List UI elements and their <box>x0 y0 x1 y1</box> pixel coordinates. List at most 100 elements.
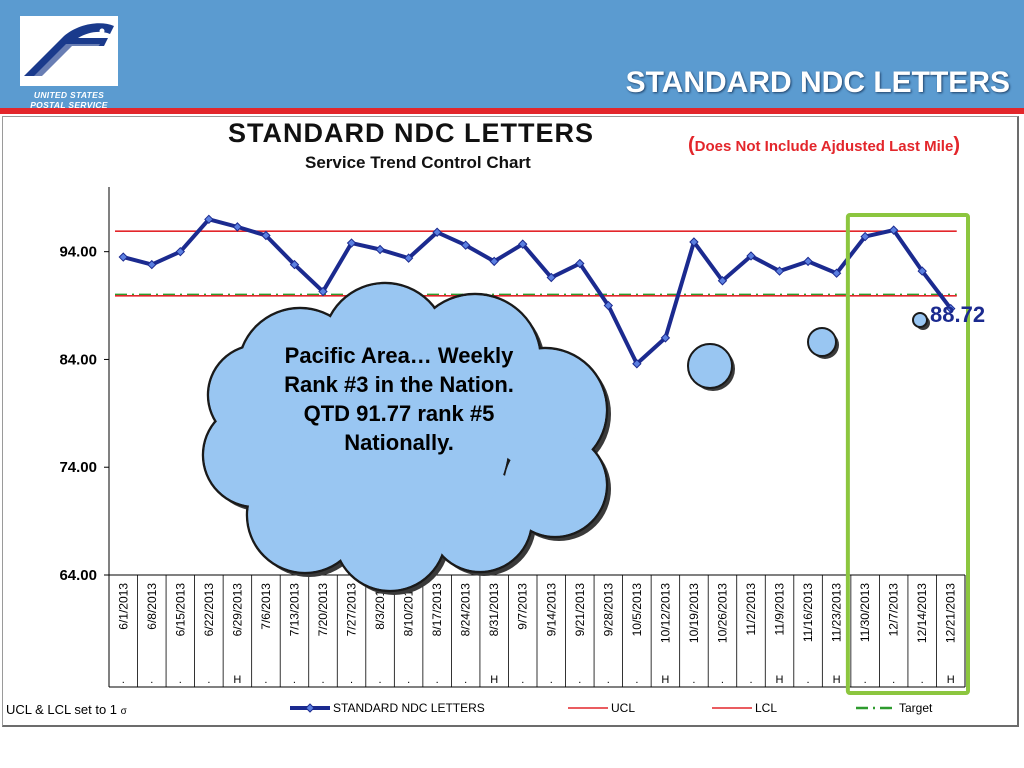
holiday-marker: . <box>436 674 439 686</box>
holiday-marker: . <box>407 674 410 686</box>
holiday-marker: . <box>321 674 324 686</box>
holiday-marker: . <box>635 674 638 686</box>
holiday-marker: H <box>661 674 669 686</box>
x-tick-label: 10/5/2013 <box>630 583 644 637</box>
data-point <box>118 252 128 262</box>
data-point <box>518 239 528 249</box>
x-tick-label: 6/15/2013 <box>173 583 187 637</box>
x-tick-label: 8/3/2013 <box>373 583 387 630</box>
slide-title: STANDARD NDC LETTERS <box>625 66 1010 99</box>
legend-item-series: STANDARD NDC LETTERS <box>290 701 485 715</box>
holiday-marker: H <box>947 674 955 686</box>
sigma-symbol: σ <box>120 706 127 717</box>
chart-legend: STANDARD NDC LETTERS UCL LCL Target <box>290 701 990 719</box>
logo-line-2: POSTAL SERVICE <box>30 100 108 110</box>
x-tick-label: 9/14/2013 <box>544 583 558 637</box>
data-point <box>289 259 300 270</box>
x-tick-label: 8/17/2013 <box>430 583 444 637</box>
holiday-marker: . <box>749 674 752 686</box>
legend-swatch-series <box>290 701 330 715</box>
x-tick-label: 12/14/2013 <box>915 583 929 643</box>
legend-label-lcl: LCL <box>755 701 778 715</box>
holiday-marker: . <box>350 674 353 686</box>
x-tick-label: 7/27/2013 <box>345 583 359 637</box>
legend-label-series: STANDARD NDC LETTERS <box>333 701 485 715</box>
data-point <box>717 276 728 286</box>
data-point <box>860 231 870 242</box>
x-tick-label: 11/30/2013 <box>858 583 872 642</box>
x-tick-label: 8/31/2013 <box>487 583 501 637</box>
holiday-marker: H <box>833 674 841 686</box>
last-value-label: 88.72 <box>930 302 986 327</box>
x-tick-label: 6/22/2013 <box>202 583 216 637</box>
data-point <box>403 253 414 263</box>
x-tick-label: 10/19/2013 <box>687 583 701 643</box>
x-tick-label: 7/20/2013 <box>316 583 330 637</box>
slide-header: UNITED STATES POSTAL SERVICE STANDARD ND… <box>0 0 1024 110</box>
data-point <box>689 237 699 247</box>
holiday-marker: H <box>233 674 241 686</box>
x-tick-label: 11/16/2013 <box>801 583 815 642</box>
x-tick-label: 7/6/2013 <box>259 583 273 630</box>
x-tick-label: 7/13/2013 <box>287 583 301 637</box>
eagle-logo-icon <box>20 16 118 86</box>
holiday-marker: . <box>721 674 724 686</box>
legend-item-target: Target <box>856 701 932 715</box>
note-close-paren: ) <box>953 134 960 156</box>
note-open-paren: ( <box>688 134 695 156</box>
data-point <box>603 300 614 311</box>
x-tick-label: 12/7/2013 <box>887 583 901 637</box>
holiday-marker: . <box>207 674 210 686</box>
holiday-marker: . <box>807 674 810 686</box>
control-chart: 94.00 84.00 74.00 64.00 6/1/2013. 6/8/2013. 6/… <box>59 187 970 695</box>
x-tick-label: 9/28/2013 <box>601 583 615 637</box>
x-tick-label: 6/1/2013 <box>116 583 130 630</box>
data-point <box>917 266 927 276</box>
x-tick-label: 8/24/2013 <box>459 583 473 637</box>
data-point <box>546 272 556 283</box>
chart-note: (Does Not Include Ajdusted Last Mile) <box>688 134 960 157</box>
data-point <box>575 258 585 269</box>
x-tick-label: 10/26/2013 <box>715 583 729 643</box>
holiday-marker: . <box>464 674 467 686</box>
data-point <box>261 230 271 241</box>
x-tick-label: 8/10/2013 <box>402 583 416 637</box>
legend-swatch-target <box>856 701 896 715</box>
holiday-marker: . <box>921 674 924 686</box>
data-point <box>632 359 642 369</box>
callout-text: Pacific Area… Weekly Rank #3 in the Nati… <box>284 343 514 455</box>
data-point <box>803 256 813 267</box>
chart-title: STANDARD NDC LETTERS <box>228 118 594 148</box>
data-point <box>432 227 442 237</box>
data-point <box>489 256 499 267</box>
note-text: Does Not Include Ajdusted Last Mile <box>694 138 954 155</box>
x-tick-label: 12/21/2013 <box>944 583 958 643</box>
legend-label-target: Target <box>899 701 933 715</box>
header-divider <box>0 108 1024 114</box>
logo-line-1: UNITED STATES <box>33 90 105 100</box>
x-tick-label: 11/2/2013 <box>744 583 758 636</box>
usps-logo: UNITED STATES POSTAL SERVICE <box>14 12 124 110</box>
x-tick-label: 11/23/2013 <box>830 583 844 642</box>
x-tick-label: 11/9/2013 <box>773 583 787 636</box>
legend-item-lcl: LCL <box>712 701 777 715</box>
x-tick-label: 6/29/2013 <box>230 583 244 637</box>
x-tick-label: 9/21/2013 <box>573 583 587 637</box>
holiday-marker: H <box>776 674 784 686</box>
footnote-text: UCL & LCL set to 1 <box>6 702 121 717</box>
data-point <box>346 238 357 248</box>
series-line-standard-ndc-letters <box>122 217 953 366</box>
legend-item-ucl: UCL <box>568 701 635 715</box>
highlight-box <box>845 213 970 695</box>
data-point <box>175 246 186 257</box>
data-point <box>375 244 385 255</box>
holiday-marker: . <box>692 674 695 686</box>
x-tick-label: 6/8/2013 <box>145 583 159 630</box>
y-tick-label: 74.00 <box>59 459 97 476</box>
holiday-marker: . <box>521 674 524 686</box>
data-point <box>232 222 243 232</box>
data-point <box>746 251 756 261</box>
chart-subtitle: Service Trend Control Chart <box>305 153 531 172</box>
logo-wordmark: UNITED STATES POSTAL SERVICE <box>14 90 124 110</box>
x-tick-label: 10/12/2013 <box>658 583 672 643</box>
